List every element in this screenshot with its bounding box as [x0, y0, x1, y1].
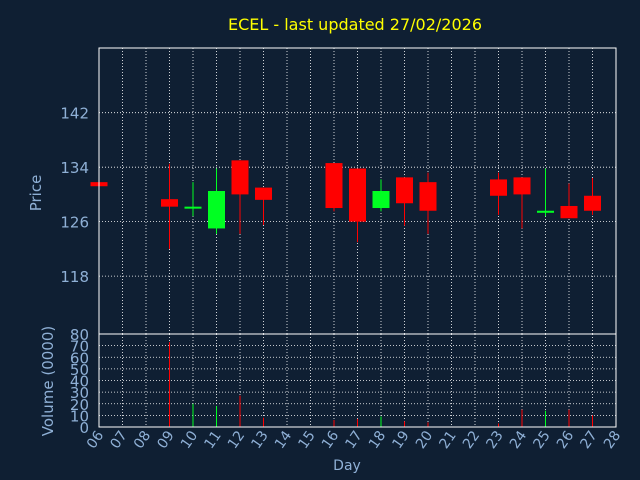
x-tick-label: 23: [483, 428, 506, 452]
candle-body: [231, 160, 249, 195]
volume-tick-label: 70: [70, 338, 89, 356]
candle-body: [349, 168, 366, 222]
price-axis-label: Price: [27, 175, 45, 212]
x-tick-label: 22: [460, 428, 483, 452]
volume-tick-label: 20: [70, 396, 89, 414]
x-tick-label: 09: [154, 428, 177, 452]
x-tick-label: 20: [413, 428, 436, 452]
price-tick-label: 118: [60, 268, 89, 286]
candle-body: [513, 177, 531, 195]
candle-body: [372, 191, 390, 209]
candle-body: [396, 177, 413, 204]
x-tick-label: 13: [248, 428, 271, 452]
volume-axis-label: Volume (0000): [39, 326, 57, 436]
candle-body: [184, 206, 202, 209]
price-tick-label: 142: [60, 105, 89, 123]
x-tick-label: 18: [366, 428, 389, 452]
volume-tick-label: 30: [70, 384, 89, 402]
x-tick-label: 14: [272, 428, 295, 452]
candle-body: [208, 191, 225, 229]
candle-body: [537, 210, 554, 213]
x-tick-label: 28: [601, 428, 624, 452]
price-tick-label: 126: [60, 214, 89, 232]
volume-tick-label: 0: [79, 419, 89, 437]
candle-body: [560, 205, 578, 219]
x-tick-label: 11: [201, 428, 224, 452]
volume-tick-label: 40: [70, 373, 89, 391]
candle-body: [419, 182, 437, 211]
volume-tick-label: 80: [70, 326, 89, 344]
candle-body: [584, 195, 601, 211]
x-tick-label: 21: [436, 428, 459, 452]
candle-body: [255, 187, 272, 200]
x-tick-labels: 06 07 08 09 10 11 12 13 14 15 16 17 18 19 20 21 22 23 24 25…: [84, 428, 624, 452]
candle-body: [161, 199, 178, 207]
volume-tick-label: 50: [70, 361, 89, 379]
candlestick-series: [90, 160, 601, 249]
volume-panel-frame: [98, 333, 617, 428]
x-tick-label: 24: [507, 428, 530, 452]
x-tick-label: 27: [577, 428, 600, 452]
volume-tick-label: 60: [70, 349, 89, 367]
x-tick-label: 07: [107, 428, 130, 452]
x-tick-label: 08: [131, 428, 154, 452]
candle-body: [490, 179, 507, 196]
price-tick-labels: 118 126 134 142: [60, 105, 89, 286]
x-axis-label: Day: [333, 458, 361, 474]
x-tick-label: 25: [530, 428, 553, 452]
volume-grid: [98, 334, 617, 427]
price-tick-label: 134: [60, 159, 89, 177]
candle-body: [325, 163, 343, 209]
x-tick-label: 12: [225, 428, 248, 452]
volume-series: [98, 342, 593, 427]
chart-title: ECEL - last updated 27/02/2026: [228, 15, 482, 34]
volume-tick-label: 10: [70, 407, 89, 425]
x-tick-label: 17: [342, 428, 365, 452]
x-tick-label: 10: [178, 428, 201, 452]
x-tick-label: 15: [295, 428, 318, 452]
x-tick-label: 19: [389, 428, 412, 452]
x-tick-label: 26: [554, 428, 577, 452]
x-tick-label: 16: [319, 428, 342, 452]
